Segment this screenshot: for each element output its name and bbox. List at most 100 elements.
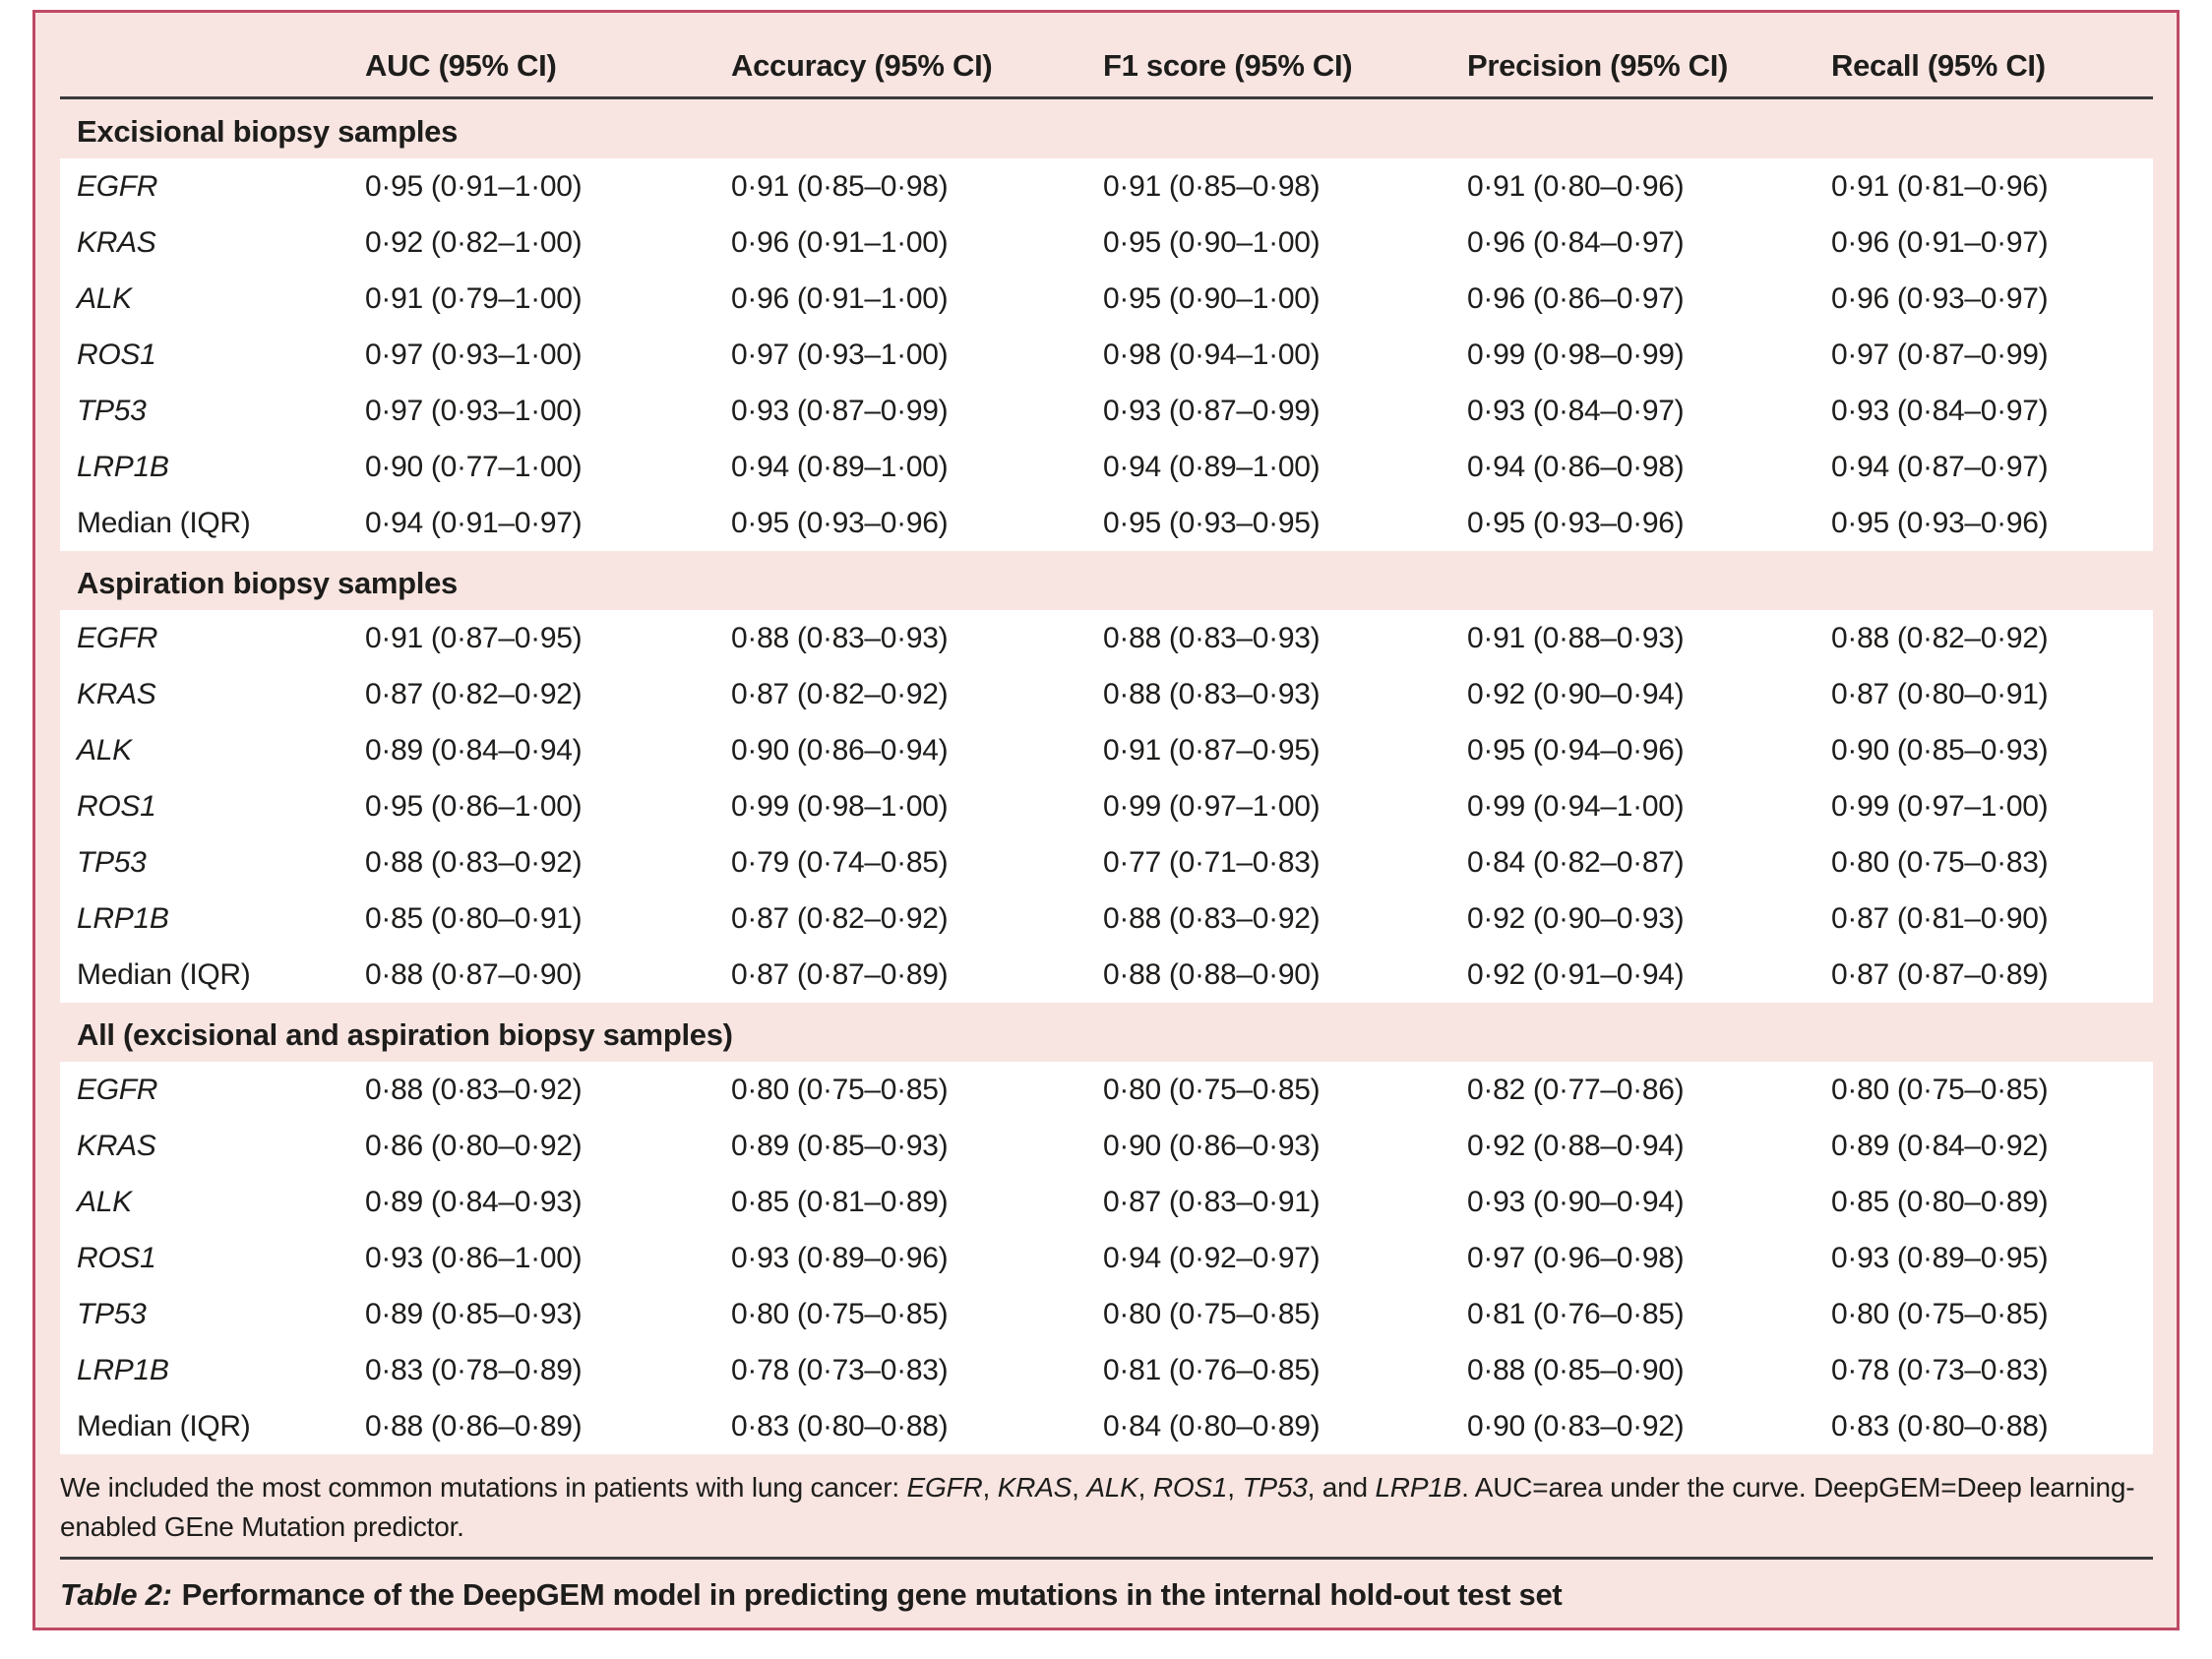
value-cell: 0·88 (0·88–0·90): [1103, 958, 1321, 991]
row-label: TP53: [77, 1298, 147, 1330]
table-footnote: We included the most common mutations in…: [60, 1454, 2153, 1547]
value-cell: 0·97 (0·87–0·99): [1831, 338, 2049, 371]
value-cell: 0·90 (0·86–0·93): [1103, 1130, 1321, 1162]
value-cell: 0·80 (0·75–0·85): [1103, 1074, 1321, 1106]
value-cell: 0·98 (0·94–1·00): [1103, 338, 1321, 371]
value-cell: 0·85 (0·81–0·89): [731, 1186, 949, 1218]
value-cell: 0·92 (0·88–0·94): [1467, 1130, 1685, 1162]
value-cell: 0·95 (0·90–1·00): [1103, 282, 1321, 315]
row-label: ALK: [77, 734, 132, 767]
row-label: LRP1B: [77, 1354, 169, 1386]
value-cell: 0·78 (0·73–0·83): [1831, 1354, 2049, 1386]
value-cell: 0·96 (0·91–1·00): [731, 282, 949, 315]
value-cell: 0·87 (0·87–0·89): [1831, 958, 2049, 991]
column-header-row: AUC (95% CI) Accuracy (95% CI) F1 score …: [60, 13, 2153, 99]
value-cell: 0·99 (0·98–1·00): [731, 790, 949, 823]
row-label: ALK: [77, 1186, 132, 1218]
table-row: LRP1B 0·83 (0·78–0·89) 0·78 (0·73–0·83) 0·8…: [60, 1342, 2153, 1398]
footnote-gene-name: ROS1: [1152, 1472, 1228, 1503]
column-header-precision: Precision (95% CI): [1467, 13, 1831, 99]
table-row: ALK 0·91 (0·79–1·00) 0·96 (0·91–1·00) 0·95 …: [60, 271, 2153, 327]
value-cell: 0·96 (0·93–0·97): [1831, 282, 2049, 315]
value-cell: 0·94 (0·92–0·97): [1103, 1242, 1321, 1274]
value-cell: 0·95 (0·93–0·95): [1103, 507, 1321, 539]
value-cell: 0·80 (0·75–0·85): [1831, 1074, 2049, 1106]
row-label: ALK: [77, 282, 132, 315]
section-header-row: Aspiration biopsy samples: [60, 551, 2153, 610]
value-cell: 0·94 (0·87–0·97): [1831, 451, 2049, 483]
results-table: AUC (95% CI) Accuracy (95% CI) F1 score …: [60, 13, 2153, 1454]
table-caption: Table 2: Performance of the DeepGEM model…: [60, 1560, 2153, 1613]
table-row: EGFR 0·91 (0·87–0·95) 0·88 (0·83–0·93) 0·88…: [60, 610, 2153, 666]
table-row: TP53 0·89 (0·85–0·93) 0·80 (0·75–0·85) 0·80…: [60, 1286, 2153, 1342]
value-cell: 0·89 (0·84–0·94): [365, 734, 583, 767]
value-cell: 0·80 (0·75–0·85): [731, 1074, 949, 1106]
value-cell: 0·88 (0·83–0·92): [365, 1074, 583, 1106]
value-cell: 0·81 (0·76–0·85): [1467, 1298, 1685, 1330]
footnote-text: ,: [1072, 1472, 1087, 1503]
row-label: KRAS: [77, 226, 156, 259]
value-cell: 0·93 (0·84–0·97): [1467, 395, 1685, 427]
column-header-recall: Recall (95% CI): [1831, 13, 2153, 99]
value-cell: 0·82 (0·77–0·86): [1467, 1074, 1685, 1106]
value-cell: 0·88 (0·83–0·92): [365, 846, 583, 879]
row-label: EGFR: [77, 1074, 158, 1106]
table-row: ALK 0·89 (0·84–0·94) 0·90 (0·86–0·94) 0·91 …: [60, 722, 2153, 778]
footnote-text: ,: [1137, 1472, 1153, 1503]
footnote-text: , and: [1307, 1472, 1376, 1503]
value-cell: 0·88 (0·87–0·90): [365, 958, 583, 991]
value-cell: 0·77 (0·71–0·83): [1103, 846, 1321, 879]
column-header-accuracy: Accuracy (95% CI): [731, 13, 1103, 99]
value-cell: 0·87 (0·82–0·92): [731, 902, 949, 935]
value-cell: 0·91 (0·87–0·95): [1103, 734, 1321, 767]
table-row: ROS1 0·93 (0·86–1·00) 0·93 (0·89–0·96) 0·94…: [60, 1230, 2153, 1286]
row-label: KRAS: [77, 678, 156, 710]
footnote-text: ,: [982, 1472, 998, 1503]
value-cell: 0·95 (0·86–1·00): [365, 790, 583, 823]
value-cell: 0·92 (0·90–0·94): [1467, 678, 1685, 710]
value-cell: 0·88 (0·83–0·92): [1103, 902, 1321, 935]
value-cell: 0·93 (0·89–0·96): [731, 1242, 949, 1274]
row-label: Median (IQR): [77, 507, 251, 539]
table-body: Excisional biopsy samples EGFR 0·95 (0·91–…: [60, 98, 2153, 1454]
column-header-blank: [60, 13, 365, 99]
value-cell: 0·89 (0·85–0·93): [731, 1130, 949, 1162]
value-cell: 0·91 (0·87–0·95): [365, 622, 583, 654]
value-cell: 0·89 (0·84–0·93): [365, 1186, 583, 1218]
value-cell: 0·90 (0·85–0·93): [1831, 734, 2049, 767]
table-row: KRAS 0·92 (0·82–1·00) 0·96 (0·91–1·00) 0·95…: [60, 215, 2153, 271]
table-header: AUC (95% CI) Accuracy (95% CI) F1 score …: [60, 13, 2153, 99]
value-cell: 0·92 (0·90–0·93): [1467, 902, 1685, 935]
table-row: ROS1 0·95 (0·86–1·00) 0·99 (0·98–1·00) 0·99…: [60, 778, 2153, 834]
row-label: ROS1: [77, 790, 156, 823]
value-cell: 0·91 (0·85–0·98): [1103, 170, 1321, 203]
value-cell: 0·79 (0·74–0·85): [731, 846, 949, 879]
value-cell: 0·95 (0·93–0·96): [1831, 507, 2049, 539]
row-label: Median (IQR): [77, 1410, 251, 1443]
section-header: Aspiration biopsy samples: [77, 566, 458, 600]
value-cell: 0·80 (0·75–0·85): [1103, 1298, 1321, 1330]
value-cell: 0·94 (0·86–0·98): [1467, 451, 1685, 483]
value-cell: 0·99 (0·98–0·99): [1467, 338, 1685, 371]
row-label: ROS1: [77, 1242, 156, 1274]
row-label: KRAS: [77, 1130, 156, 1162]
value-cell: 0·83 (0·80–0·88): [1831, 1410, 2049, 1443]
value-cell: 0·97 (0·96–0·98): [1467, 1242, 1685, 1274]
value-cell: 0·91 (0·81–0·96): [1831, 170, 2049, 203]
column-header-f1: F1 score (95% CI): [1103, 13, 1467, 99]
value-cell: 0·83 (0·80–0·88): [731, 1410, 949, 1443]
value-cell: 0·96 (0·91–1·00): [731, 226, 949, 259]
value-cell: 0·91 (0·79–1·00): [365, 282, 583, 315]
value-cell: 0·88 (0·83–0·93): [1103, 622, 1321, 654]
value-cell: 0·95 (0·93–0·96): [1467, 507, 1685, 539]
value-cell: 0·94 (0·89–1·00): [1103, 451, 1321, 483]
table-row: Median (IQR) 0·88 (0·86–0·89) 0·83 (0·80–0…: [60, 1398, 2153, 1454]
value-cell: 0·87 (0·87–0·89): [731, 958, 949, 991]
column-header-auc: AUC (95% CI): [365, 13, 731, 99]
table-row: ROS1 0·97 (0·93–1·00) 0·97 (0·93–1·00) 0·98…: [60, 327, 2153, 383]
footnote-gene-name: KRAS: [997, 1472, 1073, 1503]
caption-divider: [60, 1557, 2153, 1560]
table-row: Median (IQR) 0·88 (0·87–0·90) 0·87 (0·87–0…: [60, 947, 2153, 1003]
value-cell: 0·95 (0·93–0·96): [731, 507, 949, 539]
caption-text: Performance of the DeepGEM model in pred…: [181, 1577, 1563, 1612]
